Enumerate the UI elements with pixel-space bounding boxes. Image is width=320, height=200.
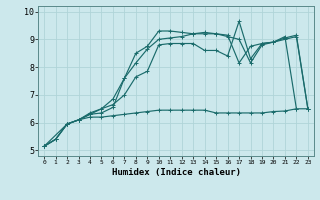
X-axis label: Humidex (Indice chaleur): Humidex (Indice chaleur) — [111, 168, 241, 177]
